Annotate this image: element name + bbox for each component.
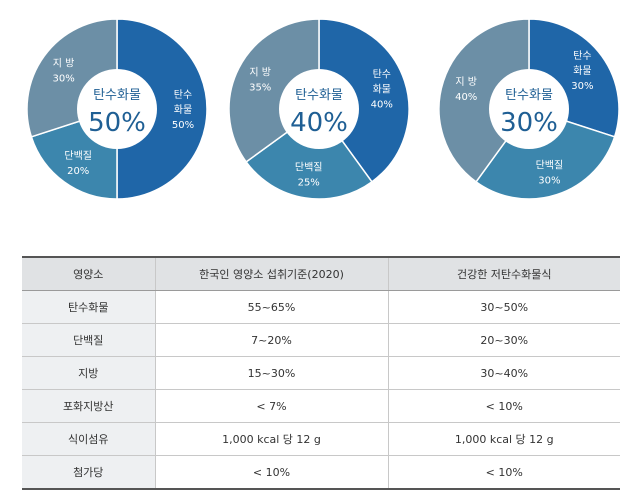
- nutrient-name: 탄수화물: [22, 290, 155, 324]
- pie-slice-carbohydrate: [116, 18, 208, 200]
- nutrient-name: 식이섬유: [22, 422, 155, 456]
- donut-chart-2: 탄수 화물 40% 단백질 25% 지 방 35% 탄수화물 40%: [228, 18, 410, 200]
- header-low-carb-diet: 건강한 저탄수화물식: [387, 256, 620, 291]
- korean-standard-value: 55~65%: [154, 290, 388, 324]
- table-header-row: 영양소 한국인 영양소 섭취기준(2020) 건강한 저탄수화물식: [22, 256, 620, 291]
- table-row: 단백질 7~20% 20~30%: [22, 323, 620, 357]
- pie-slice-protein: [475, 108, 616, 200]
- center-value: 50%: [88, 108, 146, 138]
- pie-slice-fat: [228, 18, 320, 163]
- donut-hole: [77, 69, 157, 149]
- table-row: 포화지방산 < 7% < 10%: [22, 389, 620, 423]
- nutrient-comparison-table: 영양소 한국인 영양소 섭취기준(2020) 건강한 저탄수화물식 탄수화물 5…: [22, 256, 620, 490]
- slice-label-line: 지 방: [249, 67, 271, 79]
- nutrient-name: 지방: [22, 356, 155, 390]
- korean-standard-value: 1,000 kcal 당 12 g: [154, 422, 388, 456]
- center-title: 탄수화물: [505, 88, 553, 103]
- slice-label-line: 30%: [52, 74, 74, 85]
- slice-label-protein: 단백질 25%: [295, 162, 323, 189]
- table-row: 지방 15~30% 30~40%: [22, 356, 620, 390]
- slice-label-protein: 단백질 30%: [536, 159, 564, 186]
- slice-label-line: 40%: [455, 92, 477, 103]
- donut-chart-3: 탄수 화물 30% 단백질 30% 지 방 40% 탄수화물 30%: [438, 18, 620, 200]
- low-carb-value: < 10%: [387, 389, 620, 423]
- slice-label-line: 30%: [571, 81, 593, 92]
- slice-label-fat: 지 방 35%: [249, 67, 271, 94]
- slice-label-line: 화물: [573, 65, 591, 77]
- nutrient-name: 단백질: [22, 323, 155, 357]
- nutrient-name: 첨가당: [22, 455, 155, 490]
- low-carb-value: 1,000 kcal 당 12 g: [387, 422, 620, 456]
- slice-label-line: 40%: [371, 100, 393, 111]
- low-carb-value: 30~50%: [387, 290, 620, 324]
- donut-charts-area: 탄수 화물 50% 단백질 20% 지 방 30% 탄수화물 50% 탄수 화물 40% 단백질 25%…: [0, 0, 640, 235]
- slice-label-line: 단백질: [536, 159, 564, 171]
- pie-slice-protein: [245, 107, 373, 200]
- low-carb-value: < 10%: [387, 455, 620, 490]
- table-row: 탄수화물 55~65% 30~50%: [22, 290, 620, 324]
- header-korean-standard-2020: 한국인 영양소 섭취기준(2020): [154, 256, 388, 291]
- donut-hole: [489, 69, 569, 149]
- korean-standard-value: < 7%: [154, 389, 388, 423]
- pie-slice-fat: [438, 18, 530, 183]
- donut-hole: [279, 69, 359, 149]
- slice-label-line: 20%: [67, 166, 89, 177]
- slice-label-line: 50%: [172, 120, 194, 131]
- center-value: 40%: [290, 108, 348, 138]
- korean-standard-value: < 10%: [154, 455, 388, 490]
- center-title: 탄수화물: [93, 88, 141, 103]
- slice-label-protein: 단백질 20%: [64, 150, 92, 177]
- center-value: 30%: [500, 108, 558, 138]
- slice-label-line: 탄수: [174, 89, 192, 101]
- slice-label-line: 탄수: [373, 69, 391, 81]
- slice-label-line: 25%: [298, 178, 320, 189]
- header-nutrient: 영양소: [22, 256, 155, 291]
- slice-label-line: 단백질: [295, 162, 323, 174]
- nutrient-name: 포화지방산: [22, 389, 155, 423]
- slice-label-fat: 지 방 40%: [455, 76, 477, 103]
- slice-label-line: 단백질: [64, 150, 92, 162]
- pie-slice-carbohydrate: [318, 18, 410, 183]
- donut-chart-1: 탄수 화물 50% 단백질 20% 지 방 30% 탄수화물 50%: [26, 18, 208, 200]
- low-carb-value: 20~30%: [387, 323, 620, 357]
- korean-standard-value: 7~20%: [154, 323, 388, 357]
- slice-label-line: 지 방: [53, 58, 75, 70]
- low-carb-value: 30~40%: [387, 356, 620, 390]
- table-row: 첨가당 < 10% < 10%: [22, 455, 620, 490]
- slice-label-line: 30%: [538, 175, 560, 186]
- slice-label-fat: 지 방 30%: [52, 58, 74, 85]
- table-row: 식이섬유 1,000 kcal 당 12 g 1,000 kcal 당 12 g: [22, 422, 620, 456]
- slice-label-line: 화물: [373, 84, 391, 96]
- slice-label-line: 탄수: [573, 50, 591, 62]
- center-title: 탄수화물: [295, 88, 343, 103]
- slice-label-line: 화물: [174, 104, 192, 116]
- slice-label-line: 35%: [249, 83, 271, 94]
- korean-standard-value: 15~30%: [154, 356, 388, 390]
- slice-label-line: 지 방: [455, 76, 477, 88]
